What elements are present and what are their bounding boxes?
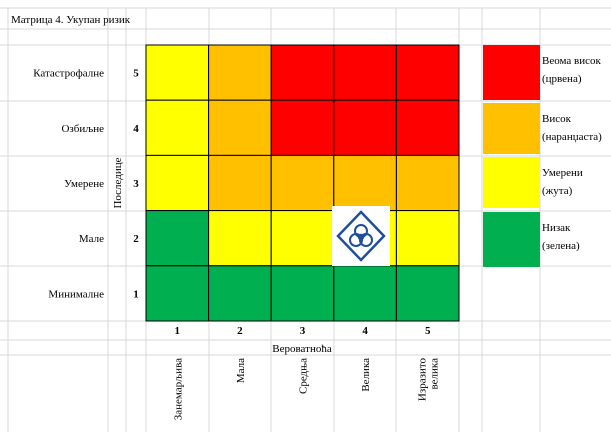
risk-cell [145,154,210,212]
legend-swatch [483,212,540,267]
biohazard-icon [332,206,390,266]
row-label: Мале [79,233,104,245]
risk-cell [333,99,397,156]
risk-cell [208,265,272,322]
risk-cell [395,44,460,101]
row-level: 1 [133,288,139,300]
legend-text: Веома висок [542,55,601,67]
risk-cell [333,265,397,322]
risk-cell [145,44,210,101]
column-level: 5 [425,325,431,337]
column-label: Изразитовелика [417,358,441,402]
risk-cell [270,154,335,212]
column-label: Велика [360,358,372,392]
risk-cell [208,99,272,156]
risk-cell [208,154,272,212]
row-level: 3 [133,178,139,190]
icon-diamond [336,210,386,262]
legend-text: Висок [542,113,572,125]
column-level: 4 [362,325,368,337]
risk-cell [270,265,335,322]
consequences-label: Последице [112,157,124,208]
legend-text: (црвена) [542,73,582,85]
risk-cell [395,265,460,322]
risk-cell [395,154,460,212]
risk-cell [333,154,397,212]
risk-cell [208,210,272,267]
risk-cell [145,210,210,267]
column-label: Средња [298,358,310,394]
risk-cell [270,44,335,101]
risk-cell [333,44,397,101]
legend-swatch [483,45,540,100]
row-label: Минималне [48,288,104,300]
column-level: 1 [175,325,181,337]
risk-cell [395,210,460,267]
column-level: 2 [237,325,243,337]
risk-cell [145,99,210,156]
title: Матрица 4. Укупан ризик [11,14,131,26]
row-level: 5 [133,68,139,80]
legend-text: (жута) [542,185,573,197]
row-label: Катастрофалне [33,68,104,80]
row-level: 2 [133,233,139,245]
legend-swatch [483,157,540,208]
column-level: 3 [300,325,306,337]
column-label: Мала [235,358,247,383]
probability-label: Вероватноћа [272,343,332,355]
row-level: 4 [133,123,139,135]
legend-text: Низак [542,222,571,234]
column-label: Занемарљива [172,358,184,420]
risk-cell [270,99,335,156]
risk-cell [395,99,460,156]
legend-text: (зелена) [542,240,580,252]
legend-swatch [483,103,540,154]
risk-cell [208,44,272,101]
legend-text: Умерени [542,167,583,179]
icon-center [357,233,365,241]
risk-cell [270,210,335,267]
risk-cell [145,265,210,322]
row-label: Умерене [64,178,104,190]
row-label: Озбиљне [61,123,104,135]
legend-text: (наранџаста) [542,131,602,143]
